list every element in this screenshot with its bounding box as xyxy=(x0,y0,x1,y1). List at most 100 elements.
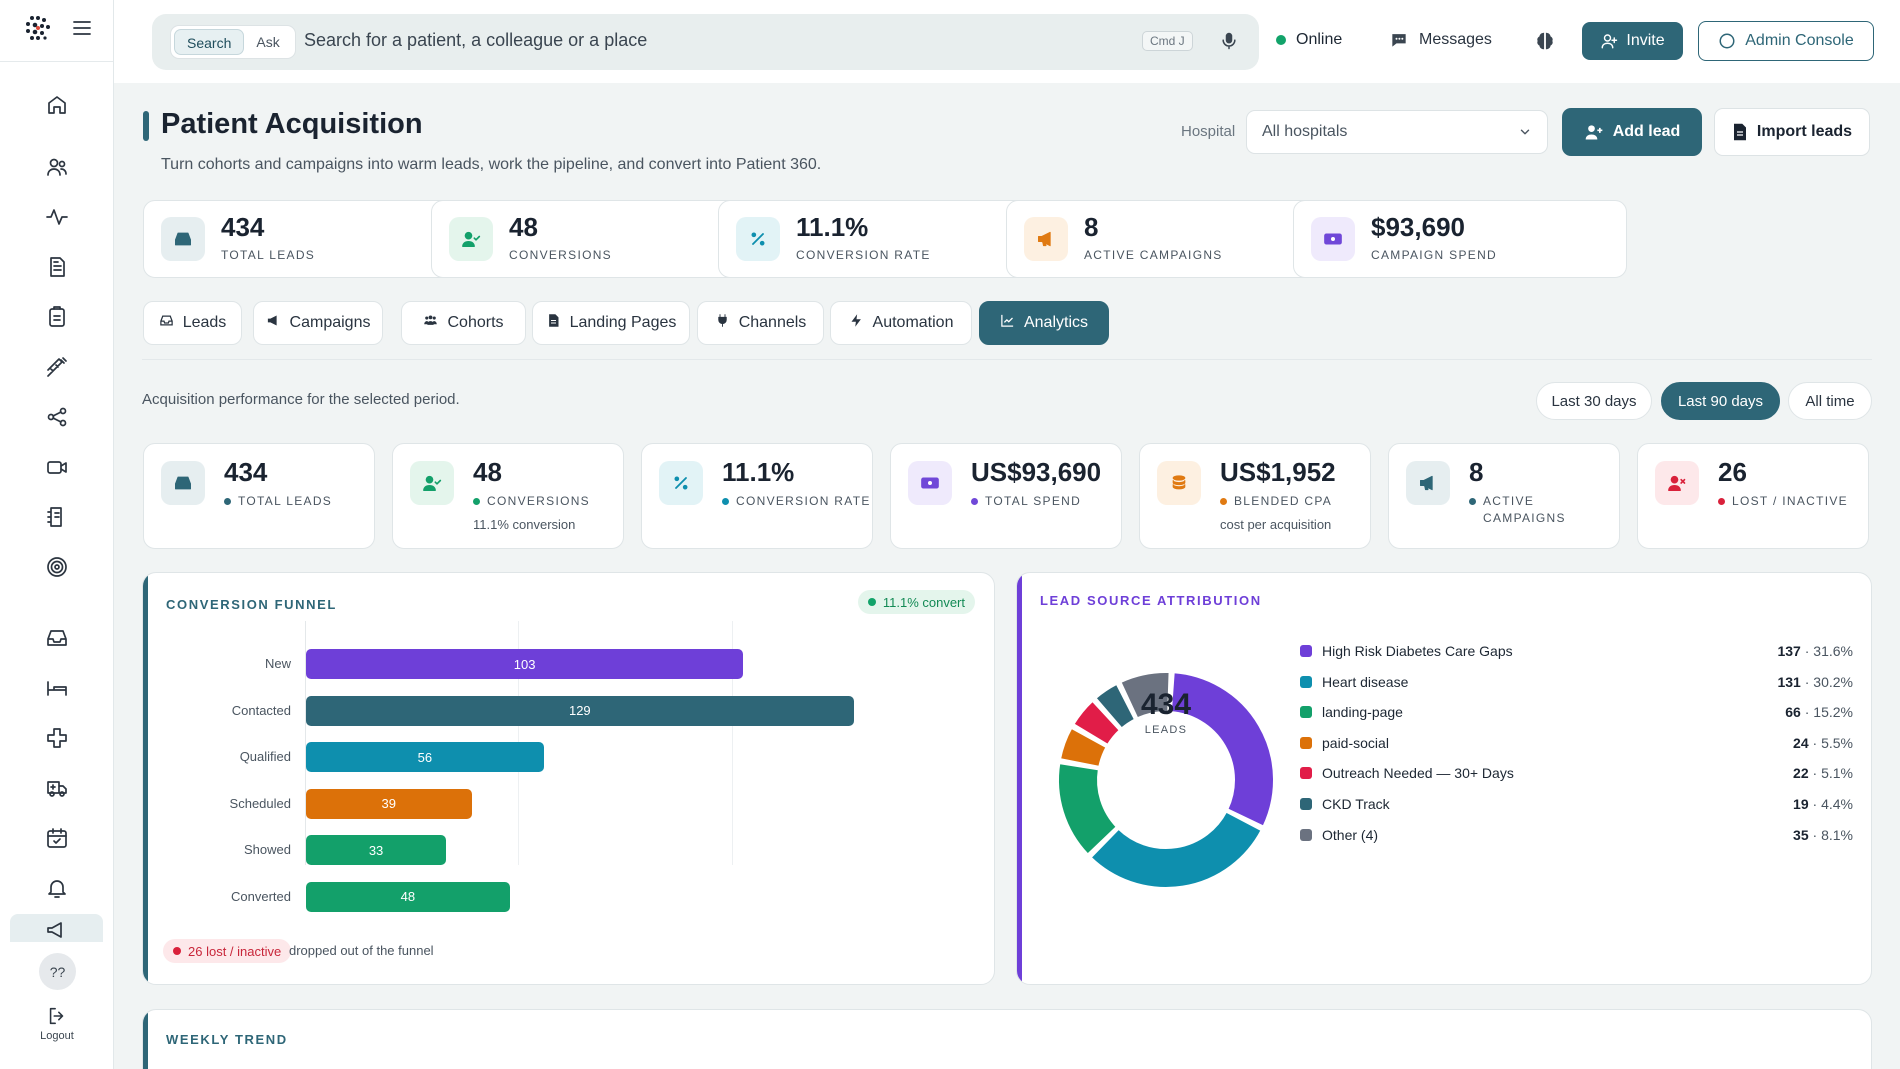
metric-value: 434 xyxy=(224,457,268,487)
metric-label-text: TOTAL LEADS xyxy=(238,494,333,508)
tab-landing-pages[interactable]: Landing Pages xyxy=(532,301,690,345)
legend-item[interactable]: paid-social xyxy=(1300,735,1389,751)
nav-activity-icon[interactable] xyxy=(40,200,74,234)
panel-accent xyxy=(1017,573,1022,984)
messages-button[interactable]: Messages xyxy=(1389,30,1492,50)
nav-notes-icon[interactable] xyxy=(40,500,74,534)
tab-cohorts[interactable]: Cohorts xyxy=(401,301,526,345)
kpi-card: 8 ACTIVE CAMPAIGNS xyxy=(1006,200,1339,278)
invite-button[interactable]: Invite xyxy=(1582,22,1683,60)
funnel-bar[interactable]: 48 xyxy=(306,881,510,912)
nav-bed-icon[interactable] xyxy=(40,671,74,705)
legend-item[interactable]: Heart disease xyxy=(1300,674,1408,690)
plug-icon xyxy=(715,313,730,333)
search-mode-tab[interactable]: Search xyxy=(174,29,245,55)
legend-item[interactable]: Outreach Needed — 30+ Days xyxy=(1300,765,1514,781)
funnel-bar[interactable]: 103 xyxy=(306,649,744,679)
legend-item[interactable]: landing-page xyxy=(1300,704,1403,720)
nav-clipboard-icon[interactable] xyxy=(40,300,74,334)
topbar: Search Ask Search for a patient, a colle… xyxy=(114,0,1900,83)
legend-percent: 15.2% xyxy=(1813,704,1853,721)
admin-console-button[interactable]: Admin Console xyxy=(1698,21,1874,61)
online-status[interactable]: Online xyxy=(1276,31,1342,49)
add-lead-button[interactable]: Add lead xyxy=(1562,108,1702,156)
donut-slice[interactable] xyxy=(1089,810,1263,889)
metric-label-text: ACTIVE CAMPAIGNS xyxy=(1483,494,1566,525)
donut-slice[interactable] xyxy=(1059,726,1108,768)
funnel-bar[interactable]: 39 xyxy=(306,788,472,819)
metric-value: US$93,690 xyxy=(971,457,1102,487)
shortcut-hint: Cmd J xyxy=(1142,31,1193,51)
microphone-icon[interactable] xyxy=(1219,31,1239,56)
nav-plus-cross-icon[interactable] xyxy=(40,721,74,755)
conversion-badge: 11.1% convert xyxy=(857,590,975,614)
logout-button[interactable]: Logout xyxy=(30,1005,84,1042)
tab-label: Campaigns xyxy=(289,314,371,331)
metric-label: BLENDED CPA xyxy=(1220,493,1332,510)
funnel-title: CONVERSION FUNNEL xyxy=(166,597,337,612)
panel-accent xyxy=(143,1010,148,1069)
import-leads-button[interactable]: Import leads xyxy=(1714,108,1870,156)
nav-users-icon[interactable] xyxy=(40,150,74,184)
search-input[interactable]: Search for a patient, a colleague or a p… xyxy=(304,30,648,50)
legend-percent: 30.2% xyxy=(1813,673,1853,690)
metric-dot xyxy=(1469,498,1476,505)
funnel-bar[interactable]: 56 xyxy=(306,742,544,772)
nav-calendar-check-icon[interactable] xyxy=(40,821,74,855)
funnel-bar[interactable]: 33 xyxy=(306,835,447,865)
tab-channels[interactable]: Channels xyxy=(697,301,824,345)
chat-icon xyxy=(1392,34,1406,47)
metric-dot xyxy=(1718,498,1725,505)
brain-icon[interactable] xyxy=(1534,29,1556,58)
donut-slice[interactable] xyxy=(1119,671,1171,720)
megaphone-icon xyxy=(1024,217,1068,261)
nav-ambulance-icon[interactable] xyxy=(40,771,74,805)
badge-dot xyxy=(867,598,876,606)
nav-inbox-icon[interactable] xyxy=(40,621,74,655)
kpi-value: $93,690 xyxy=(1371,212,1465,242)
menu-icon[interactable] xyxy=(71,17,93,44)
tab-campaigns[interactable]: Campaigns xyxy=(253,301,383,345)
donut-slice[interactable] xyxy=(1169,671,1275,828)
weekly-title: WEEKLY TREND xyxy=(166,1032,288,1047)
period-last-30-days[interactable]: Last 30 days xyxy=(1536,382,1652,420)
nav-video-icon[interactable] xyxy=(40,450,74,484)
nav-share-icon[interactable] xyxy=(40,400,74,434)
nav-bell-icon[interactable] xyxy=(40,871,74,905)
help-button[interactable]: ?? xyxy=(39,953,76,990)
metric-label: TOTAL SPEND xyxy=(971,493,1081,510)
chevron-down-icon xyxy=(1520,129,1530,135)
tab-analytics[interactable]: Analytics xyxy=(979,301,1109,345)
legend-swatch xyxy=(1300,675,1312,688)
donut-slice[interactable] xyxy=(1094,682,1136,730)
metric-label: CONVERSION RATE xyxy=(722,493,871,510)
legend-label: Heart disease xyxy=(1322,673,1409,690)
lost-dot xyxy=(173,947,181,955)
tab-leads[interactable]: Leads xyxy=(143,301,242,345)
ask-mode-tab[interactable]: Ask xyxy=(256,34,280,50)
funnel-stage-label: New xyxy=(264,656,291,671)
legend-label: paid-social xyxy=(1322,734,1389,751)
kpi-label: CONVERSION RATE xyxy=(796,248,931,262)
logo-icon[interactable] xyxy=(24,14,52,47)
legend-item[interactable]: CKD Track xyxy=(1300,796,1390,812)
nav-megaphone-icon[interactable] xyxy=(40,918,74,942)
period-last-90-days[interactable]: Last 90 days xyxy=(1661,382,1780,420)
nav-target-icon[interactable] xyxy=(40,550,74,584)
donut-slice[interactable] xyxy=(1072,699,1121,746)
nav-syringe-icon[interactable] xyxy=(40,350,74,384)
legend-item[interactable]: Other (4) xyxy=(1300,827,1378,843)
period-all-time[interactable]: All time xyxy=(1788,382,1872,420)
hospital-select[interactable]: All hospitals xyxy=(1246,110,1548,154)
legend-item[interactable]: High Risk Diabetes Care Gaps xyxy=(1300,643,1513,659)
nav-document-icon[interactable] xyxy=(40,250,74,284)
metric-label-text: TOTAL SPEND xyxy=(985,494,1082,508)
circle-icon xyxy=(1719,33,1735,49)
funnel-stage-label: Showed xyxy=(244,842,291,857)
tab-automation[interactable]: Automation xyxy=(830,301,972,345)
nav-home-icon[interactable] xyxy=(40,88,74,122)
funnel-bar[interactable]: 129 xyxy=(306,695,854,726)
donut-slice[interactable] xyxy=(1057,762,1118,856)
global-search[interactable]: Search Ask Search for a patient, a colle… xyxy=(152,14,1259,70)
online-dot xyxy=(1276,35,1286,45)
